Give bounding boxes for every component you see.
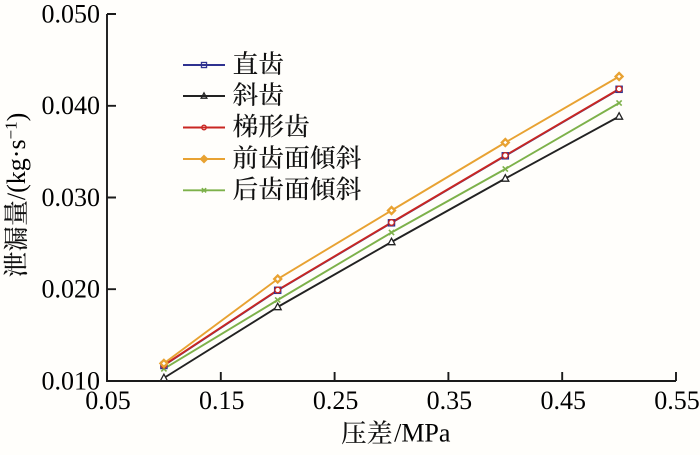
svg-text:0.25: 0.25 — [313, 386, 359, 415]
svg-text:/MPa: /MPa — [394, 419, 451, 448]
svg-text:0.05: 0.05 — [85, 386, 131, 415]
svg-text:0.030: 0.030 — [42, 183, 101, 212]
svg-text:0.45: 0.45 — [540, 386, 586, 415]
svg-text:0.55: 0.55 — [654, 386, 700, 415]
svg-text:0.35: 0.35 — [427, 386, 473, 415]
svg-text:0.15: 0.15 — [199, 386, 245, 415]
svg-text:0.050: 0.050 — [42, 0, 101, 28]
svg-text:0.040: 0.040 — [42, 91, 101, 120]
svg-text:0.010: 0.010 — [42, 366, 101, 395]
svg-text:0.020: 0.020 — [42, 275, 101, 304]
